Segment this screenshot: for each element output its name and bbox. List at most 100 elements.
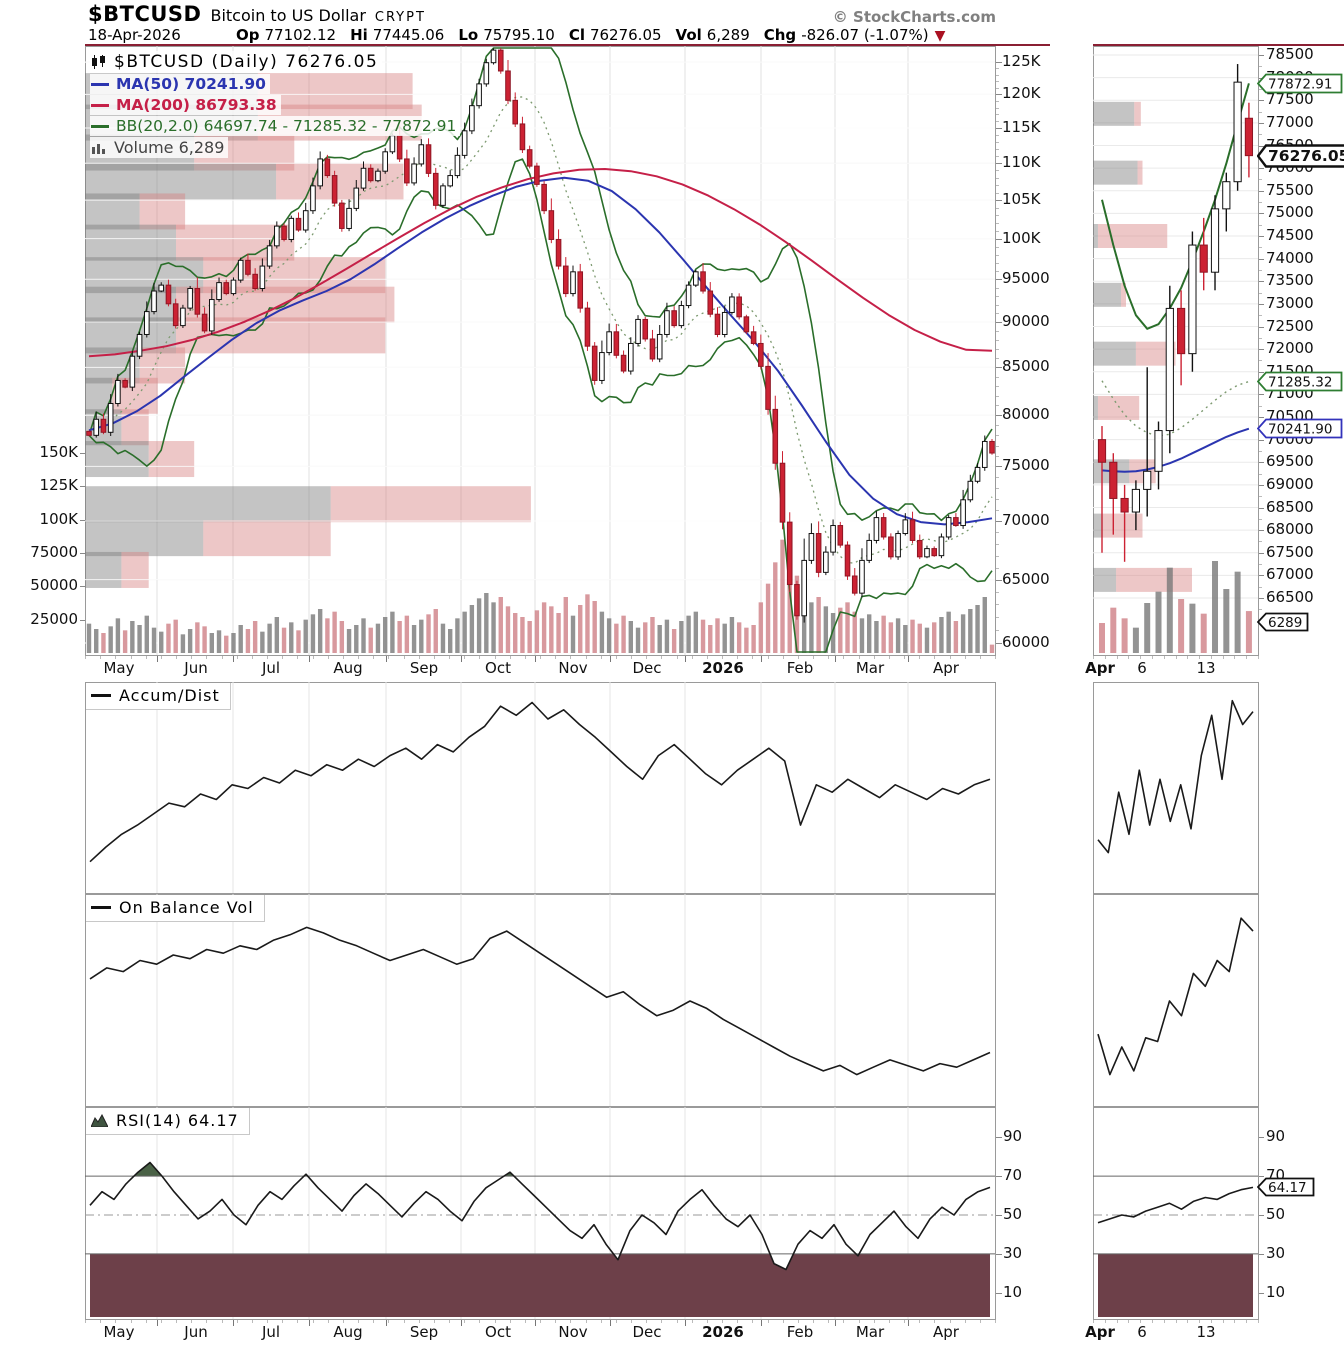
tick-mark: [524, 656, 526, 659]
symbol-name: Bitcoin to US Dollar: [210, 6, 366, 25]
legend-volume-row: Volume 6,289: [90, 137, 229, 158]
candle: [1177, 307, 1186, 355]
candle: [815, 533, 822, 573]
candle: [209, 299, 215, 332]
candle: [274, 225, 280, 247]
candle: [331, 175, 338, 204]
tick-mark: [1210, 656, 1212, 659]
rsi-main: [85, 1107, 995, 1319]
candle: [367, 167, 374, 182]
tick-mark: [1259, 236, 1264, 237]
month-label: Feb: [786, 1323, 814, 1341]
rsi-axis-label: 70: [1003, 1166, 1023, 1185]
tick-mark: [676, 1320, 678, 1323]
candle: [837, 525, 844, 546]
candle: [469, 105, 475, 132]
month-label: 6: [1137, 659, 1147, 677]
month-label: Aug: [333, 1323, 363, 1341]
tick-mark: [115, 656, 117, 659]
tick-mark: [1259, 213, 1264, 215]
high-value: 77445.06: [372, 26, 445, 44]
tick-mark: [1259, 179, 1262, 181]
tick-mark: [888, 1320, 890, 1323]
tick-mark: [797, 656, 799, 659]
tick-mark: [996, 1215, 1002, 1216]
rsi-axis-label: 10: [1003, 1282, 1023, 1301]
rsi-mini-axis-label: 90: [1266, 1127, 1286, 1146]
month-label: 2026: [702, 1323, 744, 1341]
candle: [245, 259, 251, 275]
legend-bb-row: BB(20,2.0) 64697.74 - 71285.32 - 77872.9…: [90, 116, 461, 136]
mini-price-axis-label: 73500: [1266, 271, 1314, 290]
tick-mark: [1187, 1320, 1189, 1323]
tick-mark: [996, 170, 999, 172]
accumdist-mini: [1097, 699, 1254, 854]
candle: [237, 259, 244, 281]
tick-mark: [996, 141, 999, 143]
candle: [122, 379, 128, 388]
tick-mark: [615, 656, 617, 659]
tick-mark: [233, 656, 234, 662]
tick-mark: [433, 656, 435, 659]
candle: [570, 271, 576, 295]
tick-mark: [386, 656, 387, 662]
tick-mark: [80, 519, 85, 521]
tick-mark: [191, 656, 193, 659]
tick-mark: [1259, 315, 1262, 317]
tick-mark: [236, 656, 238, 659]
tick-mark: [130, 656, 132, 659]
candle: [772, 408, 779, 464]
candle: [758, 342, 764, 367]
tick-mark: [1259, 1253, 1264, 1255]
tick-mark: [737, 1320, 739, 1323]
volume-axis-label: 75000: [30, 543, 78, 561]
tick-mark: [996, 177, 999, 179]
tick-mark: [979, 1320, 981, 1323]
candle: [136, 333, 143, 357]
tick-mark: [1104, 1320, 1106, 1323]
tick-mark: [206, 1320, 208, 1323]
candle: [808, 533, 815, 561]
mini-price-axis-label: 75500: [1266, 180, 1314, 199]
tick-mark: [461, 656, 462, 662]
candle: [360, 167, 367, 189]
tick-mark: [1259, 168, 1264, 170]
tick-mark: [206, 656, 208, 659]
price-axis-label: 120K: [1002, 84, 1041, 103]
candle: [1131, 488, 1141, 513]
candle: [411, 163, 417, 184]
price-axis-label: 80000: [1002, 405, 1050, 424]
month-label: Jul: [261, 659, 281, 677]
candle: [649, 338, 656, 360]
tick-mark: [585, 1320, 587, 1323]
candle: [743, 316, 750, 333]
mini-price-axis-label: 78500: [1266, 45, 1314, 63]
tick-mark: [676, 656, 678, 659]
tick-mark: [342, 656, 344, 659]
candle: [201, 313, 208, 332]
candle: [620, 354, 627, 372]
tick-mark: [1259, 439, 1264, 441]
month-label: Apr: [933, 659, 959, 677]
candle: [606, 331, 612, 354]
chart-header: $BTCUSD Bitcoin to US Dollar CRYPT: [88, 2, 426, 26]
tick-mark: [996, 435, 999, 437]
candle: [1120, 497, 1129, 513]
candle: [700, 271, 706, 292]
tick-mark: [949, 656, 951, 659]
stockcharts-logo: © StockCharts.com: [832, 8, 996, 26]
tick-mark: [752, 656, 754, 659]
axis-callout-64-17: 64.17: [1256, 1177, 1315, 1201]
candle: [960, 499, 966, 527]
mini-bb-mid-line: [1101, 380, 1250, 437]
tick-mark: [996, 520, 1002, 522]
candle: [714, 313, 721, 335]
candle: [1210, 208, 1220, 273]
candle: [1244, 117, 1254, 157]
candle: [158, 284, 165, 292]
mini-candles-group: [1097, 64, 1254, 562]
mini-price-axis-label: 69500: [1266, 452, 1314, 471]
tick-mark: [908, 1320, 909, 1326]
candle: [1109, 461, 1118, 499]
tick-mark: [1259, 145, 1264, 147]
